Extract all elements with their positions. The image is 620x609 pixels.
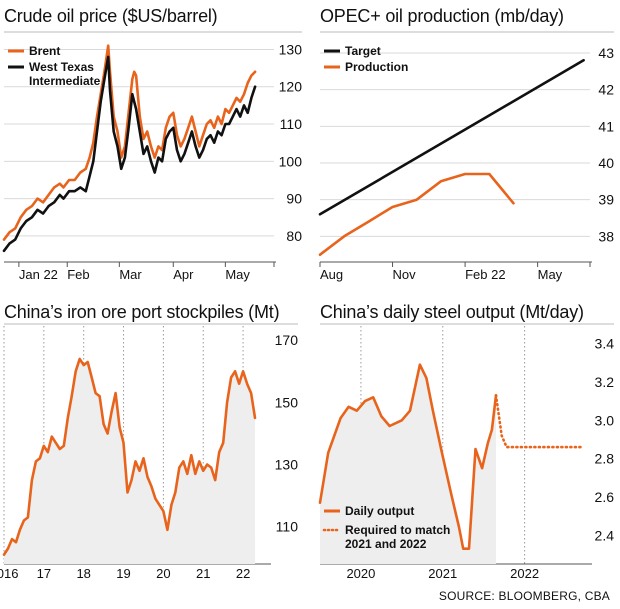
y-tick-label: 3.0 — [595, 412, 615, 428]
y-tick-label: 38 — [598, 228, 614, 244]
crude-oil-chart: 80 90 100 110 120 130 Jan 22 Feb Mar Apr May Brent W… — [2, 31, 303, 282]
x-tick-label: 17 — [37, 566, 51, 581]
y-tick-label: 43 — [598, 45, 614, 61]
iron-ore-chart: 110 130 150 170 2016 17 18 19 20 21 22 — [0, 323, 299, 581]
y-tick-label: 2.8 — [595, 451, 615, 467]
x-tick-label: Mar — [119, 267, 142, 282]
y-tick-label: 90 — [286, 191, 302, 207]
legend-production-label: Production — [345, 60, 408, 74]
x-tick-label: 19 — [116, 566, 130, 581]
legend-target-label: Target — [345, 44, 381, 58]
y-tick-label: 170 — [275, 332, 299, 348]
chart-title: China’s iron ore port stockpiles (Mt) — [4, 302, 280, 322]
x-tick-label: Feb — [67, 267, 89, 282]
steel-output-chart: 2.4 2.6 2.8 3.0 3.2 3.4 2020 2021 2022 Daily outp… — [318, 323, 615, 581]
steel-output-panel: China’s daily steel output (Mt/day) 2.4 2… — [316, 296, 620, 586]
x-tick-label: Jan 22 — [19, 267, 58, 282]
y-tick-label: 80 — [286, 228, 302, 244]
y-tick-label: 3.4 — [595, 336, 615, 352]
crude-oil-panel: Crude oil price ($US/barrel) 80 90 100 110 1… — [0, 0, 310, 300]
x-tick-label: May — [225, 267, 250, 282]
y-tick-label: 2.6 — [595, 489, 615, 505]
opec-production-chart: 38 39 40 41 42 43 Aug Nov Feb 22 May Target Product… — [318, 31, 614, 282]
series-line-brent — [2, 44, 257, 241]
y-tick-label: 120 — [279, 79, 303, 95]
legend-brent-label: Brent — [29, 44, 60, 58]
chart-title: China’s daily steel output (Mt/day) — [320, 302, 584, 322]
y-tick-label: 39 — [598, 192, 614, 208]
x-tick-label: 22 — [236, 566, 250, 581]
x-tick-label: Apr — [173, 267, 194, 282]
series-line-daily-output — [318, 363, 498, 550]
area-fill — [320, 364, 496, 564]
y-tick-label: 130 — [275, 457, 299, 473]
y-tick-label: 40 — [598, 155, 614, 171]
opec-production-panel: OPEC+ oil production (mb/day) 38 39 40 41 42… — [316, 0, 620, 300]
x-tick-label: Feb 22 — [465, 267, 505, 282]
legend-wti-label: West Texas — [29, 60, 94, 74]
iron-ore-panel: China’s iron ore port stockpiles (Mt) 11… — [0, 296, 310, 586]
x-tick-label: May — [538, 267, 563, 282]
y-tick-label: 110 — [276, 519, 299, 535]
x-tick-label: Aug — [320, 267, 343, 282]
legend-daily-output-label: Daily output — [345, 504, 414, 518]
series-line-target — [318, 59, 585, 216]
y-tick-label: 3.2 — [595, 374, 615, 390]
x-tick-label: Nov — [393, 267, 417, 282]
x-tick-label: 20 — [156, 566, 170, 581]
legend-required-label: 2021 and 2022 — [345, 537, 427, 551]
series-line-required-to-match-2021-and-2022 — [494, 394, 584, 449]
chart-title: Crude oil price ($US/barrel) — [4, 6, 218, 26]
y-tick-label: 130 — [279, 41, 303, 57]
x-tick-label: 18 — [76, 566, 90, 581]
y-tick-label: 42 — [598, 82, 614, 98]
y-tick-label: 41 — [598, 118, 614, 134]
x-tick-label: 2021 — [428, 566, 457, 581]
y-tick-label: 110 — [280, 116, 303, 132]
source-note: SOURCE: BLOOMBERG, CBA — [438, 589, 610, 603]
legend-required-label: Required to match — [345, 523, 450, 537]
chart-title: OPEC+ oil production (mb/day) — [320, 6, 564, 26]
series-line-production — [318, 172, 515, 256]
x-tick-label: 2020 — [346, 566, 375, 581]
x-tick-label: 21 — [196, 566, 210, 581]
series-line-stockpiles — [2, 357, 257, 556]
y-tick-label: 100 — [279, 153, 303, 169]
series-line-west-texas-intermediate — [2, 55, 257, 253]
legend-wti-label: Intermediate — [29, 74, 101, 88]
x-tick-label: 2022 — [510, 566, 539, 581]
y-tick-label: 2.4 — [595, 527, 615, 543]
x-tick-label: 2016 — [0, 566, 18, 581]
area-fill — [4, 358, 256, 564]
y-tick-label: 150 — [275, 394, 299, 410]
